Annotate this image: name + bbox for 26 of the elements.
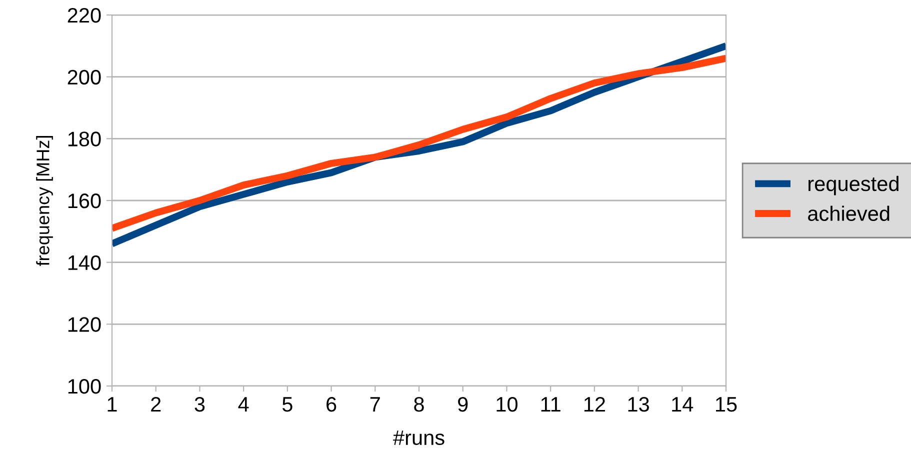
x-tick-label: 14 [672,397,694,412]
y-tick-label: 140 [68,255,101,270]
x-tick-label: 9 [458,396,468,412]
x-tick-label: 15 [716,397,737,412]
x-axis-title: #runs [393,430,444,446]
x-tick-label: 11 [541,397,560,412]
x-tick-label: 3 [194,396,205,412]
x-tick-label: 7 [370,397,380,412]
y-tick-label: 100 [68,379,101,394]
x-tick-label: 2 [151,396,161,412]
y-tick-label: 200 [68,70,101,85]
y-tick-label: 180 [68,132,101,146]
y-tick-label: 160 [68,194,101,208]
x-tick-label: 12 [584,396,605,412]
x-tick-label: 4 [238,397,249,412]
x-tick-label: 6 [326,396,336,412]
y-tick-label: 220 [68,8,101,23]
x-tick-label: 8 [414,396,424,412]
y-tick-label: 120 [68,317,101,332]
x-tick-label: 5 [282,397,292,412]
legend-label: achieved [808,206,890,222]
x-tick-label: 1 [108,397,117,412]
y-axis-title: frequency [MHz] [36,136,53,266]
x-tick-label: 13 [628,396,649,412]
x-tick-label: 10 [496,396,518,412]
legend-label: requested [808,176,898,196]
